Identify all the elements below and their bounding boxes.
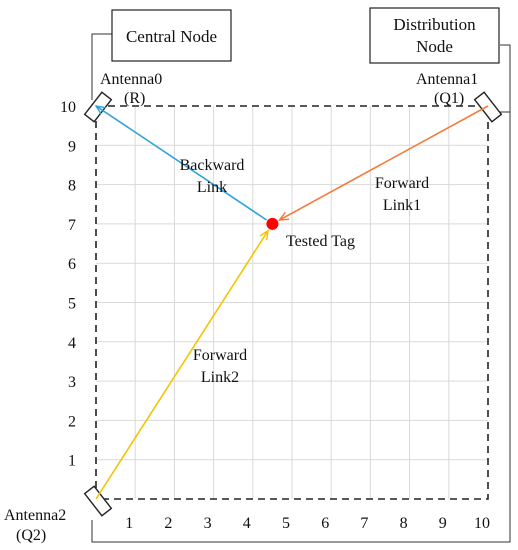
x-tick-label: 7 [360,515,368,532]
backward-link-label-line2: Link [197,179,227,196]
cabling [91,33,511,543]
x-tick-label: 8 [400,515,408,532]
y-tick-label: 2 [68,413,76,430]
y-tick-label: 9 [68,138,76,155]
y-tick-label: 1 [68,453,76,470]
grid-lines [96,106,488,499]
forward-link2-label-line1: Forward [193,347,247,364]
x-tick-label: 6 [321,515,329,532]
y-tick-label: 4 [68,335,76,352]
distribution-node: Distribution Node [369,7,500,64]
backward-link-label-line1: Backward [180,157,245,174]
cable-distribution-antenna2 [91,112,511,543]
forward-link1-label-line1: Forward [375,175,429,192]
backward-link-arrow [96,106,268,221]
antenna2: Antenna2 (Q2) [4,485,113,544]
antenna1: Antenna1 (Q1) [416,71,503,123]
x-tick-label: 5 [282,515,290,532]
x-tick-label: 9 [439,515,447,532]
antenna1-sub: (Q1) [434,90,464,107]
central-node-box [111,9,232,62]
y-tick-label: 5 [68,296,76,313]
tested-tag-marker [266,217,279,230]
antenna1-icon [473,91,503,123]
y-tick-label: 10 [60,99,76,116]
antenna2-label: Antenna2 [4,507,66,524]
x-tick-label: 2 [164,515,172,532]
x-tick-label: 1 [125,515,133,532]
antenna2-icon [83,485,113,517]
antenna2-sub: (Q2) [16,527,46,544]
central-node: Central Node [111,9,232,62]
distribution-node-box [369,7,500,64]
distribution-node-label-line1: Distribution [393,15,476,34]
x-tick-label: 4 [243,515,251,532]
y-tick-label: 6 [68,256,76,273]
cable-central-antenna0 [91,33,112,100]
forward-link1-arrow [279,105,489,220]
cable-distribution-antenna1 [500,44,511,113]
x-axis-tick-labels: 1 2 3 4 5 6 7 8 9 10 [125,515,490,532]
antenna0-sub: (R) [124,90,145,107]
x-tick-label: 10 [474,515,490,532]
y-tick-label: 7 [68,217,76,234]
antenna0: Antenna0 (R) [83,71,162,123]
forward-link1-label-line2: Link1 [383,197,421,214]
y-axis-tick-labels: 1 2 3 4 5 6 7 8 9 10 [60,99,76,470]
central-node-label: Central Node [126,27,217,46]
tested-tag-label: Tested Tag [286,233,355,250]
forward-link2-label-line2: Link2 [201,369,239,386]
x-tick-label: 3 [204,515,212,532]
y-tick-label: 8 [68,178,76,195]
distribution-node-label-line2: Node [416,37,453,56]
antenna1-label: Antenna1 [416,71,478,88]
antenna0-label: Antenna0 [100,71,162,88]
forward-link2-arrow [95,231,268,500]
y-tick-label: 3 [68,374,76,391]
deployment-area-border [95,105,489,500]
